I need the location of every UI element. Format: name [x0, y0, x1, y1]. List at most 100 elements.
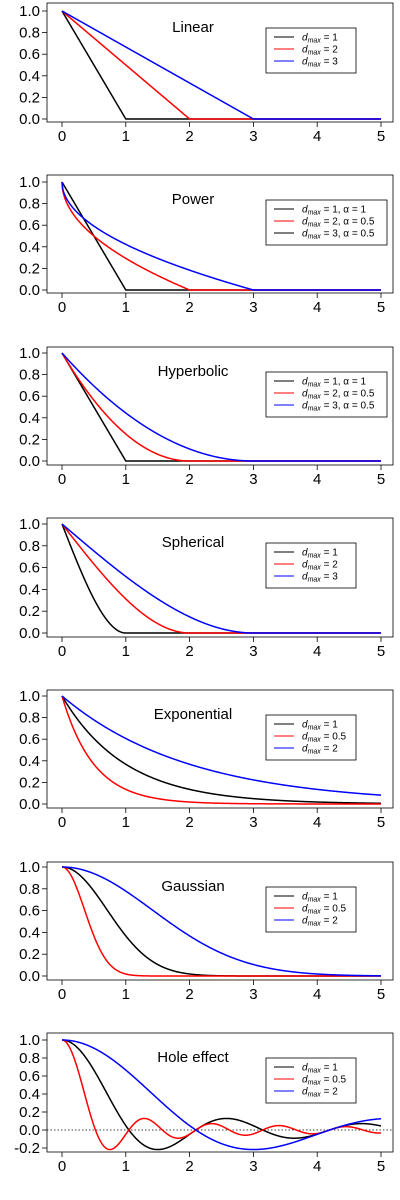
series-line-3 — [61, 695, 382, 796]
x-tick-label: 0 — [58, 814, 66, 831]
x-tick-label: 1 — [122, 986, 130, 1003]
y-tick-label: 0.2 — [19, 260, 40, 277]
legend-entry: dmax = 3 — [302, 57, 338, 69]
y-tick-label: 1.0 — [19, 3, 40, 20]
series-line-3 — [62, 866, 381, 977]
x-tick-label: 0 — [58, 1158, 66, 1175]
y-tick-label: 0.2 — [19, 431, 40, 448]
series-line-3 — [61, 10, 381, 120]
x-tick-label: 2 — [185, 471, 193, 488]
x-tick-label: 5 — [377, 643, 385, 660]
y-tick-label: 0.8 — [19, 710, 40, 727]
panel-title: Spherical — [162, 534, 225, 551]
y-tick-label: 0.0 — [19, 625, 40, 642]
panel-title: Linear — [172, 19, 214, 36]
y-tick-label: 0.4 — [19, 239, 40, 256]
y-tick-label: 0.2 — [19, 89, 40, 106]
plot-frame — [46, 2, 394, 123]
legend-entry: dmax = 2 — [302, 744, 338, 756]
legend-entry: dmax = 2, α = 0.5 — [302, 389, 375, 401]
x-tick-label: 0 — [58, 471, 66, 488]
y-tick-label: 0.4 — [19, 1086, 40, 1103]
x-tick-label: 1 — [122, 643, 130, 660]
y-tick-label: 0.6 — [19, 46, 40, 63]
plot-frame — [46, 861, 394, 981]
series-line-3 — [61, 523, 381, 634]
x-tick-label: 3 — [249, 471, 257, 488]
legend-box — [265, 199, 388, 246]
panel-title: Power — [172, 191, 215, 208]
x-tick-label: 0 — [58, 299, 66, 316]
legend-entry: dmax = 1 — [302, 892, 338, 904]
y-tick-label: 0.6 — [19, 388, 40, 405]
x-tick-label: 5 — [377, 128, 385, 145]
y-tick-label: 1.0 — [19, 516, 40, 533]
legend-entry: dmax = 1, α = 1 — [302, 205, 366, 217]
y-tick-label: 1.0 — [19, 688, 40, 705]
y-tick-label: 0.8 — [19, 196, 40, 213]
plot-frame — [46, 346, 394, 466]
x-tick-label: 4 — [313, 814, 321, 831]
x-tick-label: 0 — [58, 128, 66, 145]
series-line-3 — [61, 181, 381, 291]
series-line-1 — [61, 695, 381, 805]
x-tick-label: 2 — [185, 299, 193, 316]
x-tick-label: 3 — [249, 128, 257, 145]
x-tick-label: 1 — [122, 814, 130, 831]
plot-frame — [46, 1032, 394, 1153]
x-tick-label: 3 — [249, 643, 257, 660]
panel-power: 0 1 2 3 4 5 0.0 0.2 0.4 0.6 0.8 1.0 Power dmax = 1, α… — [19, 174, 394, 316]
y-tick-label: 0.0 — [19, 282, 40, 299]
x-tick-label: 1 — [122, 299, 130, 316]
x-tick-label: 2 — [185, 1158, 193, 1175]
y-tick-label: 0.4 — [19, 924, 40, 941]
y-tick-label: 0.4 — [19, 68, 40, 85]
panel-title: Hole effect — [157, 1049, 229, 1066]
x-tick-label: 2 — [185, 986, 193, 1003]
legend-entry: dmax = 1, α = 1 — [302, 377, 366, 389]
y-tick-label: 0.8 — [19, 881, 40, 898]
y-tick-label: 1.0 — [19, 345, 40, 362]
x-tick-label: 4 — [313, 643, 321, 660]
legend-entry: dmax = 2 — [302, 45, 338, 57]
legend-entry: dmax = 3, α = 0.5 — [302, 229, 375, 241]
x-tick-label: 3 — [249, 299, 257, 316]
x-tick-label: 1 — [122, 471, 130, 488]
y-tick-label: 0.4 — [19, 753, 40, 770]
x-tick-label: 2 — [185, 643, 193, 660]
plot-frame — [46, 517, 394, 638]
series-line-2 — [61, 695, 381, 805]
y-tick-label: 0.0 — [19, 968, 40, 985]
x-tick-label: 3 — [249, 986, 257, 1003]
x-tick-label: 5 — [377, 471, 385, 488]
y-tick-label: 0.6 — [19, 217, 40, 234]
x-tick-label: 4 — [313, 471, 321, 488]
x-tick-label: 4 — [313, 1158, 321, 1175]
y-tick-label: 0.4 — [19, 410, 40, 427]
series-line-3 — [61, 352, 381, 462]
legend-entry: dmax = 2 — [302, 560, 338, 572]
y-tick-label: 0.0 — [19, 1122, 40, 1139]
y-tick-label: 0.8 — [19, 25, 40, 42]
legend-entry: dmax = 0.5 — [302, 904, 347, 916]
x-tick-label: 2 — [185, 128, 193, 145]
legend-box — [265, 371, 388, 418]
y-tick-label: 0.2 — [19, 946, 40, 963]
x-tick-label: 4 — [313, 128, 321, 145]
series-line-2 — [61, 866, 381, 977]
y-tick-label: 0.0 — [19, 111, 40, 128]
x-tick-label: 3 — [249, 814, 257, 831]
panel-hole: 0 1 2 3 4 5 -0.20.00.20.40.60.81.0 Hole effect d… — [14, 1032, 394, 1175]
legend-box — [265, 542, 357, 589]
x-tick-label: 5 — [377, 986, 385, 1003]
y-tick-label: 0.2 — [19, 1104, 40, 1121]
y-tick-label: 0.8 — [19, 367, 40, 384]
y-tick-label: 0.6 — [19, 1068, 40, 1085]
